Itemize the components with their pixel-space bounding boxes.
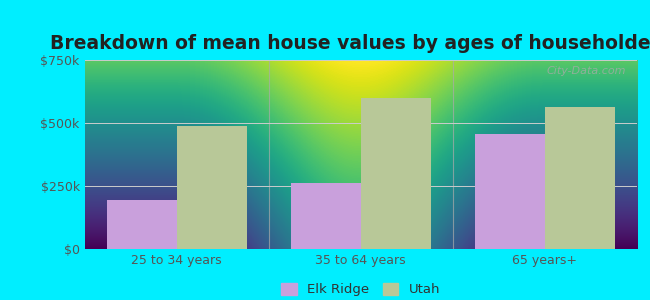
Bar	[545, 106, 615, 249]
Bar	[475, 134, 545, 249]
Title: Breakdown of mean house values by ages of householders: Breakdown of mean house values by ages o…	[50, 34, 650, 53]
Bar	[291, 183, 361, 249]
Bar	[107, 200, 177, 249]
Bar	[177, 125, 246, 249]
Text: City-Data.com: City-Data.com	[547, 66, 626, 76]
Bar	[361, 98, 431, 249]
Legend: Elk Ridge, Utah: Elk Ridge, Utah	[278, 280, 443, 299]
